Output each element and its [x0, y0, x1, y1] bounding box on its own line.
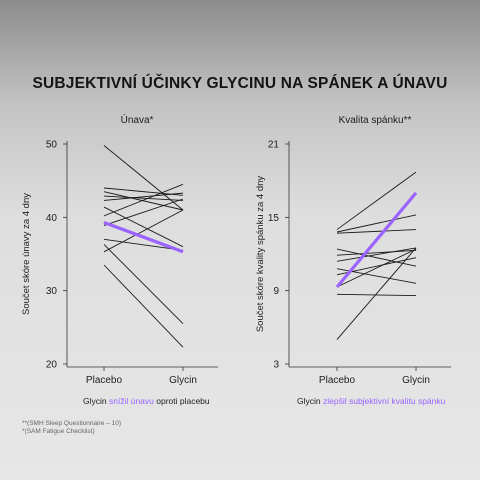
sleep-subject-line [336, 247, 417, 340]
sleep-subject-line [336, 171, 417, 230]
sleep-x-tick-label: Placebo [319, 375, 356, 386]
fatigue-y-tick-label: 40 [46, 213, 58, 224]
sleep-caption-highlight: zlepšil subjektivní kvalitu spánku [322, 396, 446, 406]
fatigue-chart [63, 141, 218, 371]
sleep-subject-line [336, 248, 417, 288]
fatigue-subject-line [103, 264, 184, 348]
fatigue-y-axis-label: Součet skóre únavy za 4 dny [21, 193, 32, 315]
fatigue-subject-line [103, 206, 184, 248]
sleep-subject-line [336, 214, 417, 233]
fatigue-subject-line [103, 209, 184, 253]
fatigue-subject-line [103, 195, 184, 201]
sleep-x-tick-label: Glycin [402, 375, 430, 386]
fatigue-subject-line [103, 191, 184, 211]
sleep-mean-line [335, 191, 418, 289]
sleep-chart-title: Kvalita spánku** [339, 115, 412, 126]
fatigue-chart-title: Únava* [121, 113, 154, 126]
sleep-y-tick-label: 3 [273, 360, 279, 371]
fatigue-subject-line [103, 198, 184, 226]
fatigue-subject-line [103, 192, 184, 201]
fatigue-subject-line [103, 244, 184, 324]
fatigue-caption-highlight: snížil únavu [108, 396, 154, 406]
sleep-y-tick-label: 21 [268, 140, 280, 151]
sleep-y-tick-label: 15 [268, 213, 280, 224]
sleep-subject-line [336, 247, 417, 262]
fatigue-y-tick-label: 30 [46, 286, 58, 297]
fatigue-mean-line [103, 220, 184, 254]
sleep-questionnaire-note: **(SMH Sleep Questionnaire – 10) [22, 420, 121, 427]
fatigue-caption: Glycin snížil únavu oproti placebu [83, 396, 210, 406]
sleep-subject-line [336, 229, 417, 234]
fatigue-caption-post: oproti placebu [153, 396, 210, 406]
fatigue-x-tick-label: Glycin [169, 375, 197, 386]
fatigue-subject-line [103, 145, 184, 211]
sleep-y-axis-label: Součet skóre kvality spánku za 4 dny [255, 176, 266, 333]
sleep-caption-pre: Glycin [297, 396, 323, 406]
fatigue-caption-pre: Glycin [83, 396, 109, 406]
sleep-y-tick-label: 9 [273, 286, 279, 297]
fatigue-y-tick-label: 50 [46, 140, 58, 151]
sleep-subject-line [336, 248, 417, 267]
fatigue-checklist-note: *(SAM Fatigue Checklist) [22, 428, 95, 435]
page-title: SUBJEKTIVNÍ ÚČINKY GLYCINU NA SPÁNEK A Ú… [32, 75, 448, 92]
sleep-subject-line [336, 293, 417, 297]
sleep-chart [285, 141, 451, 371]
sleep-caption: Glycin zlepšil subjektivní kvalitu spánk… [297, 396, 445, 406]
fatigue-y-tick-label: 20 [46, 360, 58, 371]
fatigue-x-tick-label: Placebo [86, 375, 123, 386]
fatigue-subject-line [103, 183, 184, 217]
sleep-subject-line [336, 249, 417, 256]
